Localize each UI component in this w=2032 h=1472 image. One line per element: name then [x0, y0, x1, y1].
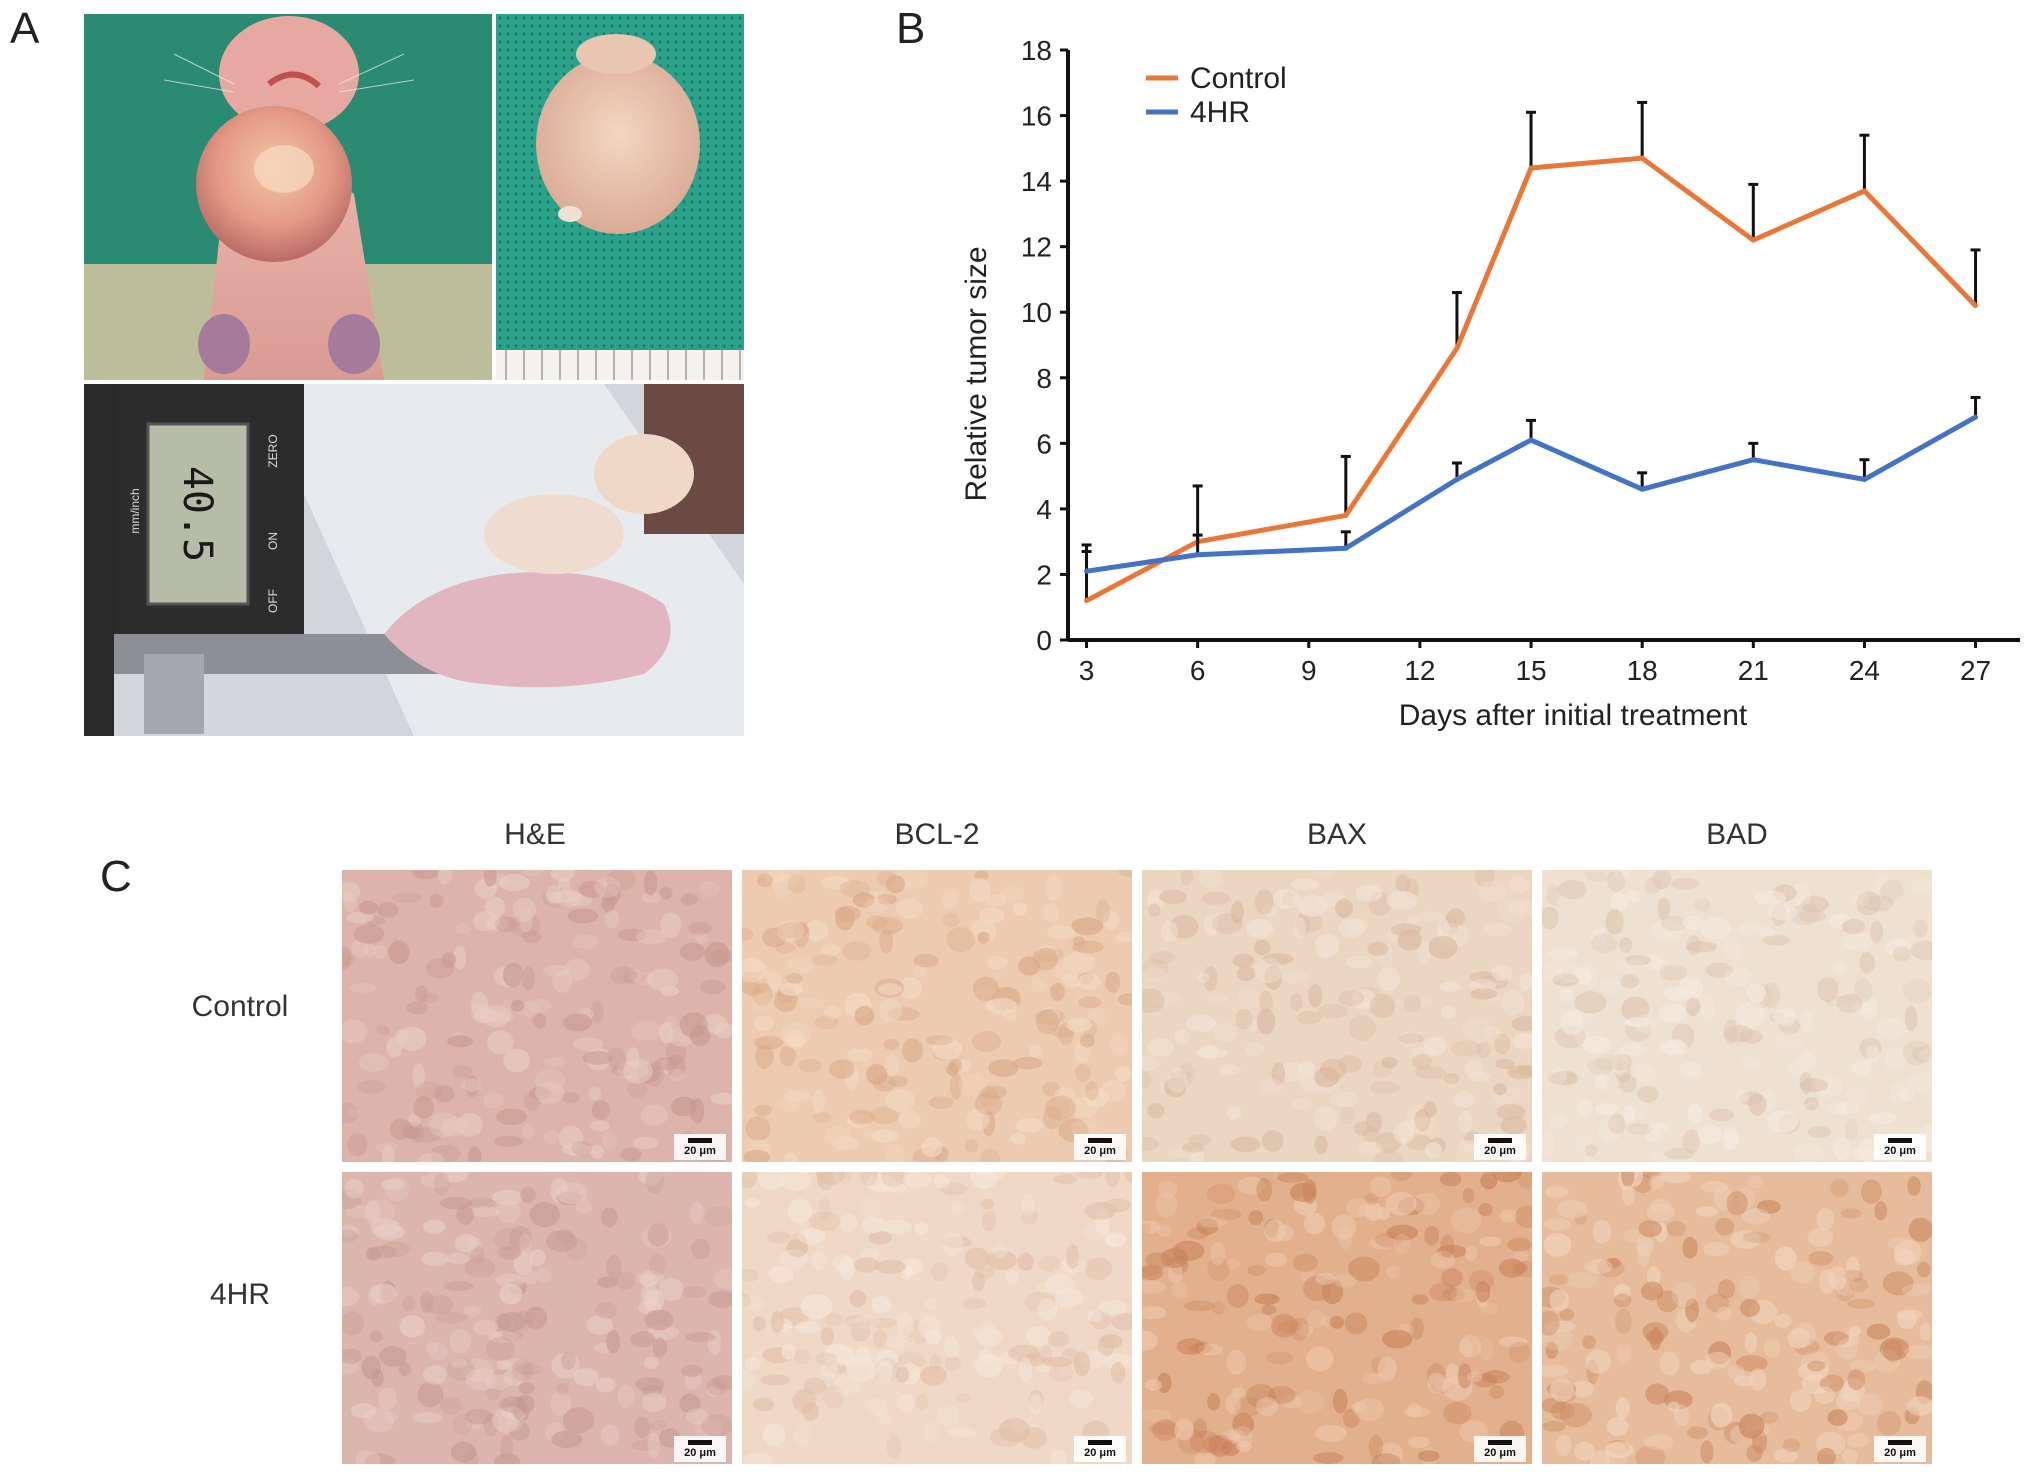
scale-bar: 20 μm — [1874, 1134, 1926, 1160]
data-point-4hr — [1639, 486, 1645, 492]
histology-texture — [1542, 1172, 1932, 1464]
histology-4hr-bad: 20 μm — [1542, 1172, 1932, 1464]
data-point-4hr — [1195, 552, 1201, 558]
caliper-zero-label: ZERO — [266, 434, 280, 468]
chart-series — [1081, 100, 1981, 604]
mouse-tumor-photo — [84, 14, 492, 380]
column-header-bax: BAX — [1306, 818, 1368, 851]
x-tick-label: 3 — [1079, 655, 1095, 686]
histology-texture — [1142, 1172, 1532, 1464]
column-header-bad: BAD — [1706, 818, 1768, 851]
scale-bar: 20 μm — [1474, 1436, 1526, 1462]
column-header-bcl2: BCL-2 — [894, 818, 980, 851]
caliper-on-label: ON — [266, 532, 280, 550]
panel-c-letter: C — [100, 852, 132, 901]
y-tick-label: 6 — [1036, 428, 1052, 459]
data-point-4hr — [1454, 476, 1460, 482]
y-tick-label: 14 — [1021, 166, 1052, 197]
data-point-control — [1454, 345, 1460, 351]
x-tick-label: 6 — [1190, 655, 1206, 686]
histology-control-bcl2: 20 μm — [742, 870, 1132, 1162]
data-point-control — [1084, 598, 1090, 604]
x-tick-label: 12 — [1404, 655, 1435, 686]
row-header-control: Control — [191, 990, 289, 1023]
caliper-unit-label: mm/inch — [128, 488, 142, 534]
data-point-4hr — [1861, 476, 1867, 482]
mouse-tumor-image — [84, 14, 492, 380]
scale-bar: 20 μm — [1074, 1134, 1126, 1160]
data-point-control — [1528, 165, 1534, 171]
y-tick-label: 16 — [1021, 101, 1052, 132]
y-tick-label: 2 — [1036, 559, 1052, 590]
caliper-measurement-photo: 40.5 mm/inch ZERO ON OFF — [84, 384, 744, 736]
histology-control-he: 20 μm — [342, 870, 732, 1162]
histology-texture — [742, 1172, 1132, 1464]
data-point-4hr — [1084, 568, 1090, 574]
scale-bar: 20 μm — [674, 1436, 726, 1462]
data-point-4hr — [1528, 437, 1534, 443]
excised-tumor-photo — [496, 14, 744, 380]
y-tick-label: 18 — [1021, 35, 1052, 66]
y-tick-label: 10 — [1021, 297, 1052, 328]
x-tick-label: 9 — [1301, 655, 1317, 686]
panel-a-letter: A — [10, 4, 40, 53]
y-tick-label: 12 — [1021, 232, 1052, 263]
scale-bar: 20 μm — [1874, 1436, 1926, 1462]
histology-4hr-bcl2: 20 μm — [742, 1172, 1132, 1464]
x-tick-label: 21 — [1738, 655, 1769, 686]
histology-4hr-he: 20 μm — [342, 1172, 732, 1464]
caliper-off-label: OFF — [266, 589, 280, 613]
series-line-control — [1085, 155, 1978, 603]
histology-texture — [742, 870, 1132, 1162]
caliper-image — [84, 384, 744, 736]
data-point-control — [1639, 155, 1645, 161]
legend-label-control: Control — [1190, 62, 1287, 95]
y-axis-label: Relative tumor size — [960, 246, 993, 501]
data-point-4hr — [1343, 545, 1349, 551]
histology-control-bax: 20 μm — [1142, 870, 1532, 1162]
histology-texture — [1142, 870, 1532, 1162]
histology-control-bad: 20 μm — [1542, 870, 1932, 1162]
scale-bar: 20 μm — [1474, 1134, 1526, 1160]
legend-label-4hr: 4HR — [1190, 96, 1250, 129]
y-tick-label: 4 — [1036, 494, 1052, 525]
column-header-he: H&E — [504, 818, 566, 851]
y-tick-label: 8 — [1036, 363, 1052, 394]
y-tick-label: 0 — [1036, 625, 1052, 656]
x-axis-label: Days after initial treatment — [1399, 699, 1748, 732]
caliper-readout: 40.5 — [174, 465, 220, 563]
histology-texture — [342, 870, 732, 1162]
data-point-control — [1750, 237, 1756, 243]
data-point-control — [1861, 188, 1867, 194]
excised-tumor-image — [496, 14, 744, 380]
scale-bar: 20 μm — [674, 1134, 726, 1160]
x-tick-label: 24 — [1849, 655, 1880, 686]
data-point-4hr — [1973, 414, 1979, 420]
row-header-4hr: 4HR — [209, 1278, 270, 1311]
histology-texture — [1542, 870, 1932, 1162]
data-point-control — [1343, 512, 1349, 518]
scale-bar: 20 μm — [1074, 1436, 1126, 1462]
x-tick-label: 27 — [1960, 655, 1991, 686]
data-point-control — [1973, 303, 1979, 309]
x-tick-label: 18 — [1627, 655, 1658, 686]
panel-b-letter: B — [896, 4, 926, 53]
histology-4hr-bax: 20 μm — [1142, 1172, 1532, 1464]
histology-texture — [342, 1172, 732, 1464]
x-tick-label: 15 — [1515, 655, 1546, 686]
data-point-4hr — [1750, 457, 1756, 463]
